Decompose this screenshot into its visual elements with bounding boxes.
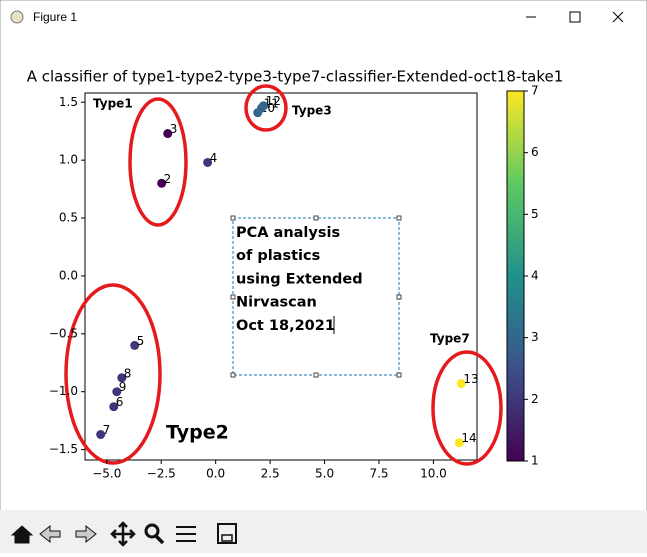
annotation: Type2 — [166, 422, 229, 444]
back-button[interactable] — [39, 524, 61, 544]
y-tick-label: −0.5 — [49, 326, 78, 340]
point-label: 8 — [124, 366, 132, 380]
window-title: Figure 1 — [33, 10, 77, 24]
home-button[interactable] — [10, 525, 34, 544]
colorbar-tick-label: 4 — [531, 269, 539, 283]
point-label: 3 — [170, 122, 178, 136]
point-label: 7 — [103, 423, 111, 437]
y-tick-label: 0.0 — [59, 268, 78, 282]
x-tick-label: 10.0 — [420, 467, 447, 481]
y-tick-label: 1.0 — [59, 153, 78, 167]
point-label: 6 — [116, 395, 124, 409]
text-box-line: of plastics — [236, 248, 320, 264]
colorbar-tick-label: 2 — [531, 392, 539, 406]
app-icon — [10, 10, 24, 24]
point — [163, 129, 173, 139]
toolbar — [0, 510, 647, 553]
point-label: 2 — [164, 172, 172, 186]
chart-title: A classifier of type1-type2-type3-type7-… — [27, 68, 564, 86]
point-label: 4 — [210, 151, 218, 165]
point-label: 9 — [119, 380, 127, 394]
point — [112, 387, 122, 397]
point — [117, 373, 127, 383]
save-button[interactable] — [217, 523, 237, 544]
colorbar — [506, 90, 525, 462]
y-tick-label: 1.5 — [59, 95, 78, 109]
colorbar-tick-label: 1 — [531, 454, 539, 468]
maximize-button[interactable] — [569, 11, 581, 23]
text-box-line: Nirvascan — [236, 295, 317, 311]
y-tick-label: −1.5 — [49, 442, 78, 456]
annotation: Type1 — [93, 97, 133, 111]
highlight-ellipses — [64, 84, 503, 466]
x-tick-label: −2.5 — [147, 467, 176, 481]
colorbar-tick-label: 7 — [531, 84, 539, 98]
y-tick-label: −1.0 — [49, 384, 78, 398]
point — [203, 157, 213, 167]
x-tick-label: 7.5 — [369, 467, 388, 481]
pan-button[interactable] — [110, 521, 136, 547]
toolbar-buttons — [10, 521, 237, 547]
point-label: 14 — [461, 431, 476, 445]
x-tick-label: 0.0 — [206, 467, 225, 481]
point — [157, 178, 167, 188]
text-box-handles — [230, 215, 402, 378]
forward-button[interactable] — [75, 524, 97, 544]
plot-area — [84, 92, 478, 461]
point-label: 12 — [266, 94, 281, 108]
point-label: 13 — [463, 372, 478, 386]
annotation: Type3 — [292, 104, 332, 118]
text-box-line: Oct 18,2021 — [236, 318, 335, 334]
x-tick-label: 2.5 — [261, 467, 280, 481]
point — [96, 430, 106, 440]
point-label: 5 — [137, 334, 145, 348]
point — [456, 379, 466, 389]
close-button[interactable] — [612, 11, 624, 23]
text-box-line: using Extended — [236, 271, 363, 287]
colorbar-tick-label: 5 — [531, 207, 539, 221]
y-tick-label: 0.5 — [59, 211, 78, 225]
colorbar-tick-label: 3 — [531, 330, 539, 344]
zoom-button[interactable] — [144, 523, 160, 539]
annotation: Type7 — [430, 332, 470, 346]
configure-button[interactable] — [176, 526, 196, 542]
point — [259, 101, 269, 111]
x-tick-label: −5.0 — [92, 467, 121, 481]
point — [109, 402, 119, 412]
x-tick-label: 5.0 — [315, 467, 334, 481]
point — [454, 438, 464, 448]
colorbar-tick-label: 6 — [531, 145, 539, 159]
point — [130, 340, 140, 350]
text-box-line: PCA analysis — [236, 225, 340, 241]
